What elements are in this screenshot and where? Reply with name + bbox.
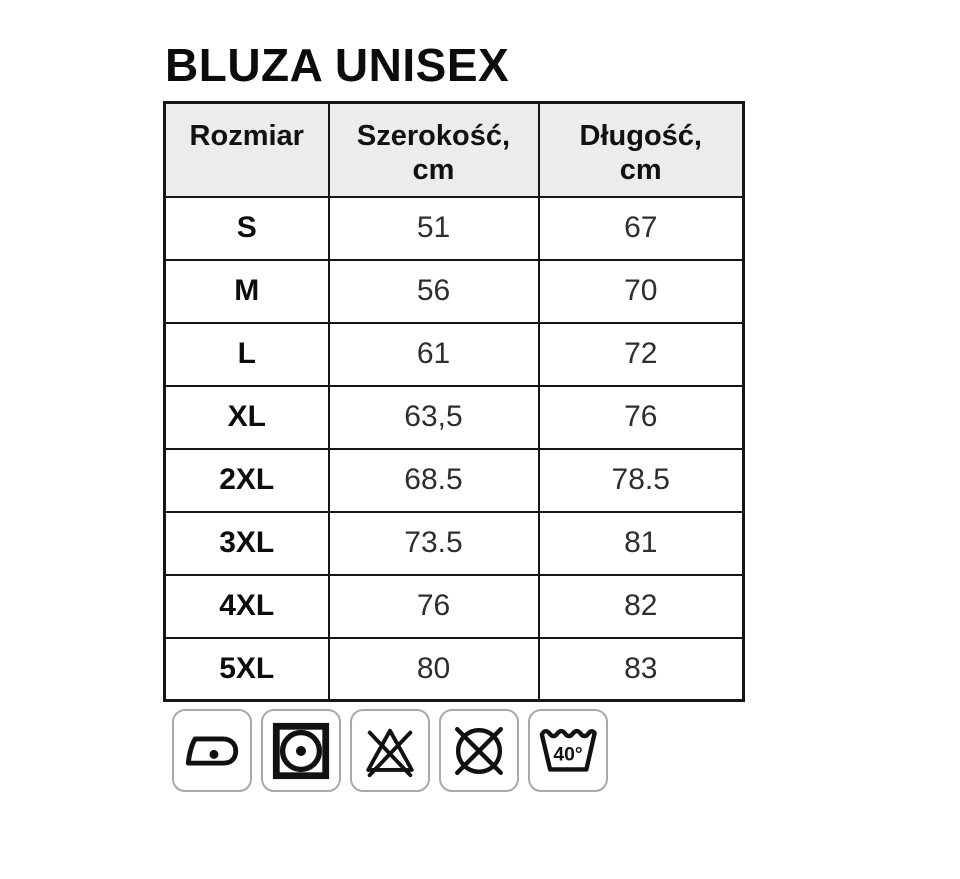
length-cell: 72 [537,321,745,387]
size-cell: 4XL [163,573,330,639]
size-cell: 2XL [163,447,330,513]
length-cell: 76 [537,384,745,450]
length-cell: 83 [537,636,745,702]
width-cell: 68.5 [327,447,540,513]
header-rozmiar: Rozmiar [163,101,330,198]
size-cell: 5XL [163,636,330,702]
table-row: 4XL 76 82 [163,573,745,639]
size-cell: L [163,321,330,387]
header-dlugosc-line1: Długość, [579,120,702,152]
wash-40-degrees-icon: 40° [528,709,608,792]
table-row: XL 63,5 76 [163,384,745,450]
header-dlugosc: Długość, cm [537,101,745,198]
table-row: M 56 70 [163,258,745,324]
header-szerokosc: Szerokość, cm [327,101,540,198]
length-cell: 78.5 [537,447,745,513]
width-cell: 80 [327,636,540,702]
length-cell: 67 [537,195,745,261]
width-cell: 56 [327,258,540,324]
page-title: BLUZA UNISEX [165,39,510,91]
header-szerokosc-line2: cm [412,154,455,186]
table-row: 5XL 80 83 [163,636,745,702]
iron-one-dot-icon [172,709,252,792]
width-cell: 76 [327,573,540,639]
table-row: L 61 72 [163,321,745,387]
length-cell: 82 [537,573,745,639]
size-chart-table: Rozmiar Szerokość, cm Długość, cm S 51 6… [163,101,745,702]
length-cell: 70 [537,258,745,324]
table-header-row: Rozmiar Szerokość, cm Długość, cm [163,101,745,198]
width-cell: 61 [327,321,540,387]
length-cell: 81 [537,510,745,576]
width-cell: 63,5 [327,384,540,450]
size-cell: XL [163,384,330,450]
table-row: 3XL 73.5 81 [163,510,745,576]
table-row: 2XL 68.5 78.5 [163,447,745,513]
header-dlugosc-line2: cm [619,154,662,186]
size-cell: M [163,258,330,324]
do-not-dry-clean-icon [439,709,519,792]
wash-temp-label: 40° [553,743,582,765]
tumble-dry-one-dot-icon [261,709,341,792]
width-cell: 73.5 [327,510,540,576]
size-cell: S [163,195,330,261]
header-rozmiar-line1: Rozmiar [189,120,304,152]
size-cell: 3XL [163,510,330,576]
care-symbols-row: 40° [172,709,608,792]
header-rozmiar-line2 [167,153,327,187]
table-row: S 51 67 [163,195,745,261]
header-szerokosc-line1: Szerokość, [356,120,511,152]
do-not-bleach-icon [350,709,430,792]
width-cell: 51 [327,195,540,261]
